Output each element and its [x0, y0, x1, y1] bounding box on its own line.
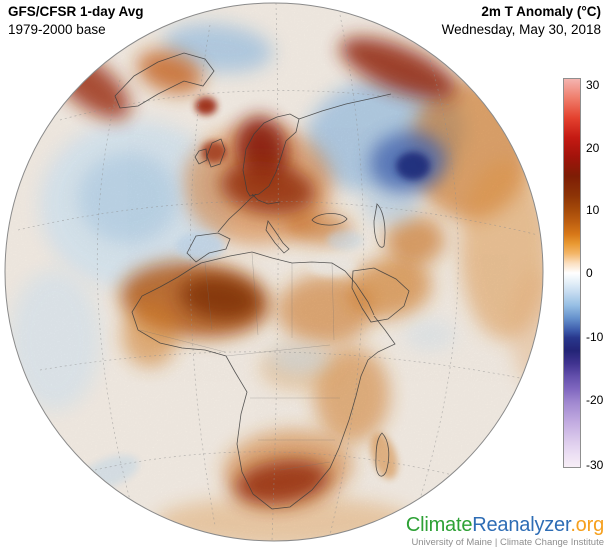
colorbar-tick: -20: [586, 393, 604, 407]
coastline: [375, 432, 390, 477]
graticule: [17, 3, 539, 541]
coastline: [242, 113, 300, 197]
coastline: [344, 270, 375, 316]
dataset-baseline: 1979-2000 base: [8, 22, 106, 37]
dataset-header: GFS/CFSR 1-day Avg 1979-2000 base: [8, 3, 144, 39]
coastline: [194, 148, 208, 165]
attribution-text: University of Maine | Climate Change Ins…: [411, 537, 604, 548]
variable-header: 2m T Anomaly (°C) Wednesday, May 30, 201…: [442, 3, 601, 39]
colorbar-tick: -10: [586, 330, 604, 344]
coastline: [114, 52, 215, 109]
country-border-line: [251, 252, 259, 336]
colorbar-tick: 30: [586, 78, 600, 92]
colorbar: [563, 78, 581, 468]
coastline: [373, 203, 386, 248]
graticule-line: [329, 14, 365, 536]
coastline: [217, 193, 257, 233]
coastline: [298, 93, 392, 120]
coastline: [131, 262, 396, 510]
colorbar-tick: -30: [586, 458, 604, 472]
coastlines: [114, 52, 410, 510]
country-border-line: [279, 461, 331, 471]
coastline: [311, 213, 348, 226]
logo-org: .org: [570, 514, 604, 536]
variable-title: 2m T Anomaly (°C): [481, 4, 601, 19]
footer: ClimateReanalyzer.org University of Main…: [406, 514, 604, 549]
colorbar-tick: 10: [586, 203, 600, 217]
coastline: [265, 220, 290, 254]
country-border-line: [204, 262, 213, 331]
logo-reanalyzer: Reanalyzer: [472, 514, 571, 536]
coastline: [351, 267, 410, 323]
graticule-line: [59, 90, 451, 121]
climate-reanalyzer-logo-link[interactable]: ClimateReanalyzer.org: [406, 514, 604, 536]
logo-climate: Climate: [405, 514, 473, 536]
graticule-line: [17, 200, 539, 236]
colorbar-tick: 0: [586, 266, 593, 280]
coastline: [200, 251, 346, 272]
graticule-line: [94, 451, 466, 479]
country-border-line: [225, 344, 331, 357]
dataset-title: GFS/CFSR 1-day Avg: [8, 4, 144, 19]
colorbar-tick: 20: [586, 141, 600, 155]
country-border-line: [139, 329, 226, 353]
coastline: [251, 193, 281, 205]
country-borders: [139, 252, 340, 471]
graticule-line: [417, 59, 459, 506]
country-border-line: [331, 262, 335, 341]
date-label: Wednesday, May 30, 2018: [441, 22, 601, 37]
globe-limb: [4, 2, 544, 542]
graticule-line: [39, 351, 521, 379]
coastline: [186, 232, 231, 263]
